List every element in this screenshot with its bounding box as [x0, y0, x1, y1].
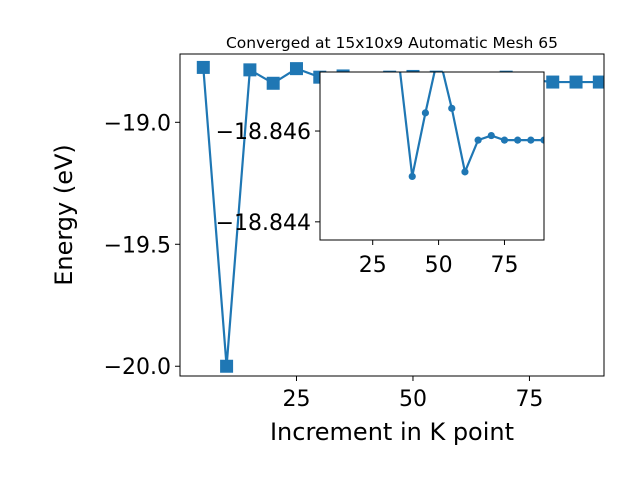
inset-series [399, 72, 544, 181]
main-data-point [220, 359, 234, 373]
inset-y-tick-label: −18.844 [216, 211, 311, 236]
inset-data-point [421, 109, 430, 117]
inset-data-point [540, 136, 544, 144]
main-data-point [196, 60, 210, 74]
y-tick-label: −20.0 [104, 355, 171, 380]
inset-data-point [448, 104, 456, 112]
inset-x-tick-label: 50 [425, 253, 453, 278]
y-axis-label: Energy (eV) [50, 144, 78, 286]
inset-data-point [514, 136, 522, 144]
inset-ticks: 25 50 75 −18.846 −18.844 [216, 120, 519, 278]
inset-plot-background [320, 72, 544, 240]
main-ticks: 25 50 75 −19.0 −19.5 −20.0 [104, 111, 544, 412]
main-data-point [569, 75, 583, 89]
inset-plot-frame [319, 71, 545, 241]
inset-x-tick-label: 25 [359, 253, 387, 278]
chart-title: Converged at 15x10x9 Automatic Mesh 65 [226, 34, 558, 52]
inset-data-point [474, 136, 482, 144]
x-tick-label: 25 [282, 387, 310, 412]
inset-data-point [487, 131, 495, 140]
inset-y-tick-label: −18.846 [216, 120, 311, 145]
main-plot-frame [179, 53, 605, 377]
main-data-point [592, 75, 604, 89]
main-data-point [266, 76, 280, 90]
x-tick-label: 75 [515, 387, 543, 412]
main-data-point [243, 63, 257, 77]
main-data-point [289, 62, 303, 76]
y-tick-label: −19.0 [104, 111, 171, 136]
inset-data-point [461, 168, 469, 176]
inset-x-tick-label: 75 [490, 253, 518, 278]
y-tick-label: −19.5 [104, 233, 171, 258]
inset-data-point [408, 172, 416, 181]
inset-data-point [527, 136, 535, 144]
x-axis-label: Increment in K point [270, 418, 514, 446]
x-tick-label: 50 [399, 387, 427, 412]
inset-axes: 25 50 75 −18.846 −18.844 [216, 71, 545, 278]
inset-data-point [500, 136, 509, 144]
main-data-point [546, 75, 560, 89]
